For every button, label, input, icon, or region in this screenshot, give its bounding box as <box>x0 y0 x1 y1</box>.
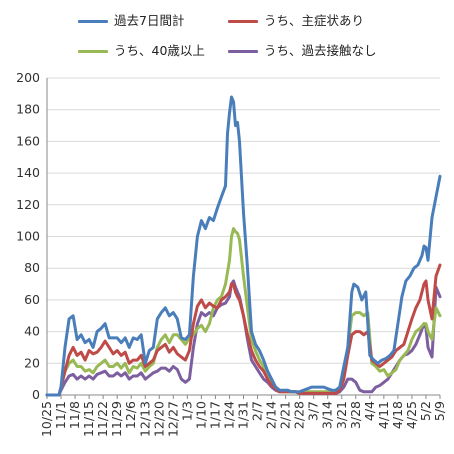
x-tick-label: 11/29 <box>109 401 124 437</box>
x-tick-label: 4/4 <box>362 401 377 421</box>
x-tick-label: 11/8 <box>67 401 82 429</box>
legend-item-no-contact: うち、過去接触なし <box>228 40 377 59</box>
x-tick-label: 1/24 <box>221 401 236 429</box>
x-tick-label: 5/2 <box>418 401 433 421</box>
x-tick-label: 4/25 <box>404 401 419 429</box>
x-tick-label: 2/21 <box>278 401 293 429</box>
y-tick-label: 40 <box>24 324 40 339</box>
x-tick-label: 1/10 <box>193 401 208 429</box>
y-tick-label: 160 <box>16 133 40 148</box>
x-tick-label: 3/14 <box>320 401 335 429</box>
x-tick-label: 5/9 <box>432 401 447 421</box>
legend-item-symptoms: うち、主症状あり <box>228 10 364 29</box>
legend-label-no-contact: うち、過去接触なし <box>264 43 377 58</box>
x-tick-label: 2/7 <box>250 401 265 421</box>
x-tick-label: 1/17 <box>207 401 222 429</box>
x-tick-label: 3/21 <box>334 401 349 429</box>
y-tick-label: 200 <box>16 70 40 85</box>
legend-item-total: 過去7日間計 <box>78 10 184 29</box>
series-line-3 <box>45 279 442 397</box>
x-tick-label: 12/20 <box>151 401 166 437</box>
x-tick-label: 2/14 <box>264 401 279 429</box>
x-tick-label: 1/3 <box>179 401 194 421</box>
legend-swatch-total <box>78 20 108 23</box>
x-tick-label: 1/31 <box>236 401 251 429</box>
y-tick-label: 120 <box>16 197 40 212</box>
x-tick-label: 12/27 <box>165 401 180 437</box>
x-tick-label: 12/13 <box>137 401 152 437</box>
x-tick-label: 12/6 <box>123 401 138 429</box>
y-tick-label: 180 <box>16 102 40 117</box>
legend-label-symptoms: うち、主症状あり <box>264 13 365 28</box>
legend-label-total: 過去7日間計 <box>114 13 185 28</box>
y-tick-label: 100 <box>16 229 40 244</box>
y-tick-label: 140 <box>16 165 40 180</box>
x-tick-label: 11/15 <box>81 401 96 437</box>
y-tick-label: 60 <box>24 292 40 307</box>
y-tick-label: 20 <box>24 355 40 370</box>
y-tick-label: 80 <box>24 260 40 275</box>
x-tick-label: 11/1 <box>53 401 68 429</box>
x-tick-label: 3/7 <box>306 401 321 421</box>
legend-swatch-symptoms <box>228 20 258 23</box>
y-tick-label: 0 <box>32 387 40 402</box>
x-tick-label: 4/18 <box>390 401 405 429</box>
legend-label-over40: うち、40歳以上 <box>114 43 205 58</box>
x-tick-label: 4/11 <box>376 401 391 429</box>
series-line-2 <box>45 227 442 397</box>
legend-item-over40: うち、40歳以上 <box>78 40 205 59</box>
legend-swatch-over40 <box>78 50 108 53</box>
series-line-0 <box>45 95 442 397</box>
x-tick-label: 3/28 <box>348 401 363 429</box>
x-tick-label: 2/28 <box>292 401 307 429</box>
x-tick-label: 11/22 <box>95 401 110 437</box>
legend-swatch-no-contact <box>228 50 258 53</box>
x-tick-label: 10/25 <box>39 401 54 437</box>
